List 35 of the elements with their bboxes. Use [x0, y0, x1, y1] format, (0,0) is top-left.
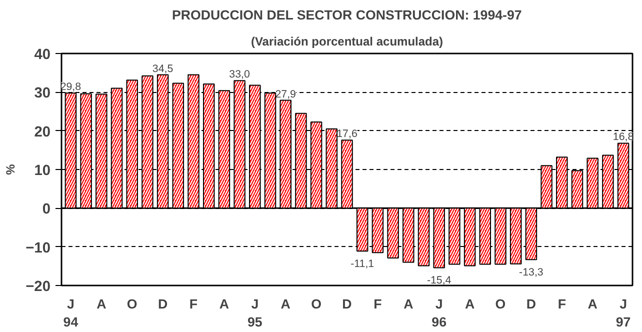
data-label: 17,6 [336, 128, 358, 140]
x-tick-label: J 97 [616, 296, 631, 330]
x-tick-label: D [158, 296, 168, 312]
x-tick-label: O [126, 296, 138, 312]
x-tick-label: D [526, 296, 536, 312]
data-label: -11,1 [350, 258, 374, 270]
x-tick-label: F [374, 296, 382, 312]
x-tick-label: F [558, 296, 566, 312]
x-tick-label: O [495, 296, 506, 312]
data-label: -15,4 [426, 274, 452, 287]
x-tick-label: J 96 [432, 296, 447, 330]
data-label: -13,3 [519, 266, 544, 279]
x-tick-label: A [96, 296, 107, 312]
y-tick-label: 20 [34, 124, 51, 140]
y-tick-label: 40 [34, 47, 51, 63]
y-tick-label: 0 [42, 202, 51, 218]
y-tick-label: 10 [34, 163, 51, 179]
x-tick-label: A [280, 296, 291, 312]
chart-title: PRODUCCION DEL SECTOR CONSTRUCCION: 1994-97 [172, 8, 522, 22]
data-label: 34,5 [152, 62, 174, 75]
x-tick-label: A [404, 296, 414, 312]
x-tick-label: A [464, 296, 475, 312]
x-tick-label: J 94 [63, 296, 79, 330]
data-label: 33,0 [229, 68, 250, 81]
x-tick-label: A [219, 296, 230, 312]
y-tick-label: 30 [34, 86, 51, 102]
x-tick-label: O [311, 296, 322, 312]
x-tick-label: F [189, 296, 198, 312]
y-axis-title: % [4, 164, 18, 175]
x-tick-label: J 95 [247, 296, 263, 330]
x-tick-label: D [342, 296, 352, 312]
x-tick-label: A [588, 296, 598, 312]
y-tick-label: −10 [26, 240, 51, 256]
y-tick-label: −20 [26, 279, 51, 295]
chart-subtitle: (Variación porcentual acumulada) [250, 34, 444, 48]
